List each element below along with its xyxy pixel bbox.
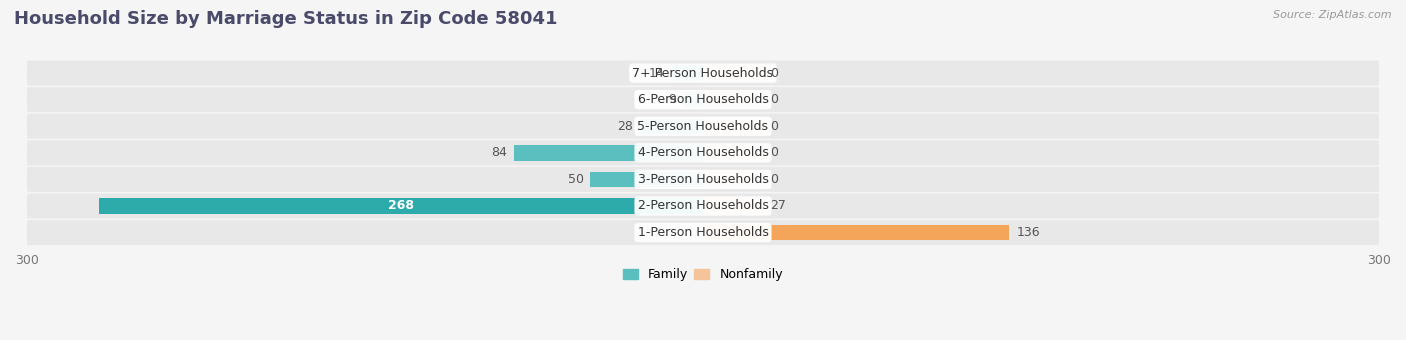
Bar: [703, 119, 763, 134]
Text: 50: 50: [568, 173, 583, 186]
Text: 0: 0: [770, 146, 779, 159]
Bar: [703, 225, 1010, 240]
Text: 9: 9: [668, 93, 676, 106]
Bar: [703, 92, 763, 107]
Text: 4-Person Households: 4-Person Households: [637, 146, 769, 159]
Text: 7+ Person Households: 7+ Person Households: [633, 67, 773, 80]
Text: 0: 0: [770, 67, 779, 80]
Bar: [683, 92, 703, 107]
Bar: [703, 145, 763, 160]
Text: 268: 268: [388, 200, 413, 212]
Text: 0: 0: [770, 120, 779, 133]
Text: 0: 0: [770, 173, 779, 186]
FancyBboxPatch shape: [27, 61, 1379, 86]
Bar: [703, 198, 763, 214]
Bar: [513, 145, 703, 160]
Text: 14: 14: [650, 67, 665, 80]
Text: Household Size by Marriage Status in Zip Code 58041: Household Size by Marriage Status in Zip…: [14, 10, 558, 28]
FancyBboxPatch shape: [27, 193, 1379, 219]
Text: 1-Person Households: 1-Person Households: [637, 226, 769, 239]
Text: 27: 27: [770, 200, 786, 212]
Bar: [591, 172, 703, 187]
Text: 5-Person Households: 5-Person Households: [637, 120, 769, 133]
Bar: [703, 65, 763, 81]
Legend: Family, Nonfamily: Family, Nonfamily: [619, 263, 787, 286]
Bar: [98, 198, 703, 214]
FancyBboxPatch shape: [27, 220, 1379, 245]
FancyBboxPatch shape: [27, 167, 1379, 192]
Text: 136: 136: [1017, 226, 1040, 239]
Bar: [703, 172, 763, 187]
Text: 84: 84: [491, 146, 508, 159]
Bar: [640, 119, 703, 134]
Text: 3-Person Households: 3-Person Households: [637, 173, 769, 186]
Bar: [672, 65, 703, 81]
Text: 0: 0: [770, 93, 779, 106]
Text: 6-Person Households: 6-Person Households: [637, 93, 769, 106]
FancyBboxPatch shape: [27, 140, 1379, 165]
Text: Source: ZipAtlas.com: Source: ZipAtlas.com: [1274, 10, 1392, 20]
FancyBboxPatch shape: [27, 114, 1379, 139]
FancyBboxPatch shape: [27, 87, 1379, 112]
Text: 2-Person Households: 2-Person Households: [637, 200, 769, 212]
Text: 28: 28: [617, 120, 633, 133]
